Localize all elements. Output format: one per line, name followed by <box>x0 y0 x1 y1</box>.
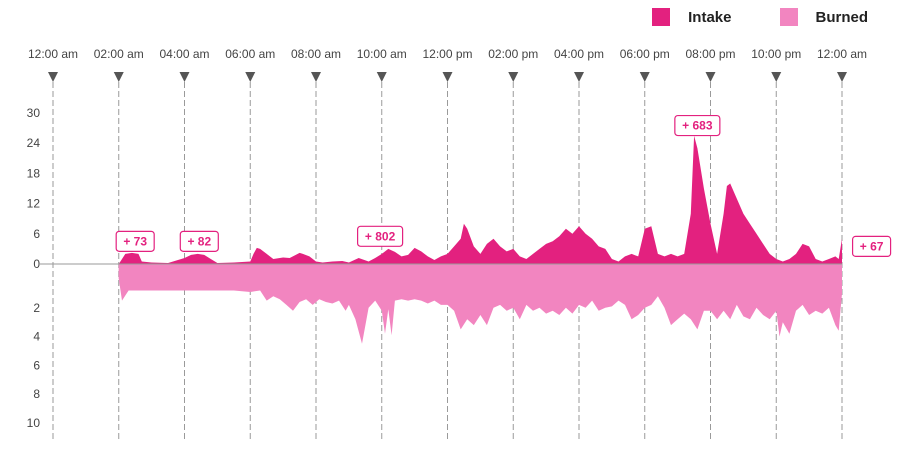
annotations: + 73 + 82 + 802 + 683 + 67 <box>115 114 892 257</box>
y-tick-label: 12 <box>27 197 41 211</box>
legend-swatch-intake <box>652 8 671 26</box>
y-tick-label: 18 <box>27 166 41 180</box>
annotation-box <box>674 114 721 137</box>
tick-marker-icon <box>311 72 321 82</box>
legend-label-burned: Burned <box>815 8 869 26</box>
tick-marker-icon <box>113 72 124 82</box>
vertical-gridlines <box>52 82 843 440</box>
y-tick-label: 10 <box>27 416 41 430</box>
x-tick-label: 04:00 pm <box>554 47 604 61</box>
area-intake <box>118 135 842 264</box>
annotation-label: + 683 <box>674 114 721 137</box>
annotation-label: + 73 <box>115 230 155 252</box>
y-tick-label: 6 <box>33 227 40 241</box>
tick-marker-icon <box>48 72 58 82</box>
x-tick-label: 02:00 am <box>94 47 144 61</box>
tick-marker-icon <box>376 72 387 82</box>
legend-item-burned[interactable]: Burned <box>779 8 869 26</box>
annotation-label: + 802 <box>357 225 404 247</box>
area-burned <box>118 264 842 344</box>
tick-marker-icon <box>574 72 584 82</box>
y-axis-burned: 2 4 6 8 10 <box>27 301 41 430</box>
y-tick-label: 2 <box>33 301 40 315</box>
y-tick-label: 24 <box>27 136 41 150</box>
tick-marker-icon <box>508 72 519 82</box>
legend-label-intake: Intake <box>688 8 732 26</box>
y-tick-label: 30 <box>27 106 41 120</box>
x-tick-label: 06:00 am <box>225 47 275 61</box>
annotation-box <box>179 230 219 252</box>
legend: Intake Burned <box>618 8 868 26</box>
tick-marker-icon <box>837 72 847 82</box>
tick-marker-icon <box>639 72 650 82</box>
x-tick-label: 10:00 pm <box>751 47 801 61</box>
y-tick-label: 4 <box>33 330 40 344</box>
tick-marker-icon <box>705 72 716 82</box>
plot-area <box>40 135 842 344</box>
x-tick-label: 04:00 am <box>159 47 209 61</box>
x-tick-label: 02:00 pm <box>488 47 538 61</box>
y-tick-label: 6 <box>33 358 40 372</box>
annotation-text: + 802 <box>365 229 396 243</box>
y-tick-label: 0 <box>33 257 40 271</box>
x-tick-label: 12:00 am <box>28 47 78 61</box>
y-axis-intake: 30 24 18 12 6 0 <box>27 106 41 271</box>
tick-marker-icon <box>179 72 190 82</box>
annotation-text: + 683 <box>682 119 713 133</box>
annotation-box <box>851 235 892 257</box>
y-tick-label: 8 <box>33 387 40 401</box>
annotation-text: + 67 <box>860 239 884 253</box>
x-tick-label: 12:00 am <box>817 47 867 61</box>
x-tick-label: 08:00 pm <box>685 47 735 61</box>
tick-marker-icon <box>442 72 453 82</box>
x-tick-label: 10:00 am <box>357 47 407 61</box>
annotation-box <box>357 225 404 247</box>
annotation-label: + 82 <box>179 230 219 252</box>
annotation-box <box>115 230 155 252</box>
annotation-text: + 82 <box>187 234 211 248</box>
tick-marker-icon <box>771 72 782 82</box>
annotation-text: + 73 <box>123 234 147 248</box>
legend-swatch-burned <box>779 8 798 26</box>
x-axis-ticks: 12:00 am 02:00 am 04:00 am 06:00 am 08:00 am… <box>28 47 867 82</box>
tick-marker-icon <box>245 72 256 82</box>
annotation-label: + 67 <box>851 235 892 257</box>
legend-item-intake[interactable]: Intake <box>652 8 732 26</box>
x-tick-label: 06:00 pm <box>620 47 670 61</box>
x-tick-label: 12:00 pm <box>422 47 472 61</box>
x-tick-label: 08:00 am <box>291 47 341 61</box>
